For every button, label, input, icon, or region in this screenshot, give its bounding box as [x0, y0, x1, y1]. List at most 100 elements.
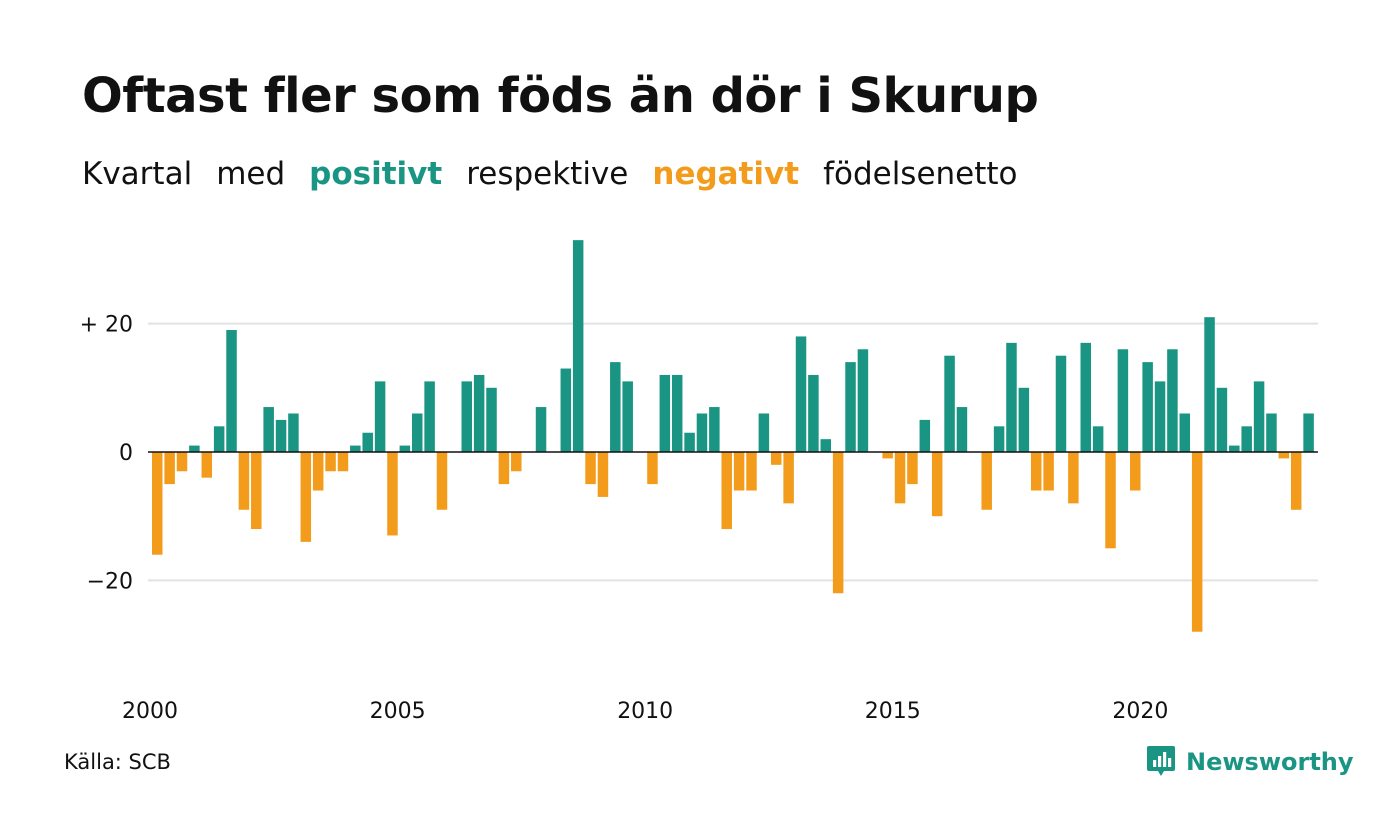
subtitle-word: födelsenetto	[823, 156, 1018, 192]
bar	[944, 355, 955, 452]
bar	[597, 452, 609, 497]
bar	[845, 362, 856, 452]
bar	[894, 452, 906, 504]
bar	[1266, 413, 1277, 452]
y-tick-label: + 20	[80, 313, 133, 338]
bar	[1030, 452, 1042, 491]
bar	[771, 452, 782, 465]
bar	[832, 452, 844, 594]
bar	[337, 452, 349, 472]
bar	[783, 452, 794, 504]
bar	[671, 374, 683, 452]
bar	[288, 413, 299, 452]
bar	[610, 362, 621, 452]
bar	[387, 452, 398, 536]
bar	[931, 452, 943, 517]
y-tick-label: −20	[87, 569, 133, 594]
source-label: Källa: SCB	[64, 750, 171, 774]
bar	[981, 452, 992, 510]
bar	[1130, 452, 1141, 491]
bar	[226, 330, 237, 452]
subtitle-negative-label: negativt	[652, 156, 800, 192]
bar	[1303, 413, 1314, 452]
bar	[1241, 426, 1252, 452]
bar	[251, 452, 262, 530]
subtitle-positive-label: positivt	[309, 156, 443, 192]
x-tick-label: 2020	[1112, 699, 1168, 724]
bar	[312, 452, 324, 491]
bar	[374, 381, 386, 452]
bar	[1216, 387, 1228, 452]
bar	[300, 452, 312, 542]
bar	[511, 452, 522, 472]
bar	[1006, 342, 1017, 452]
bar	[907, 452, 918, 485]
bar	[1278, 452, 1290, 459]
subtitle-word: med	[216, 156, 286, 192]
bar	[721, 452, 732, 530]
bar	[746, 452, 757, 491]
bar	[1290, 452, 1302, 510]
y-tick-label: 0	[119, 441, 133, 466]
bar	[201, 452, 213, 478]
bar	[1055, 355, 1067, 452]
bar	[709, 407, 720, 452]
bar	[1043, 452, 1054, 491]
bar	[436, 452, 448, 510]
x-tick-label: 2010	[617, 699, 673, 724]
bar	[275, 419, 287, 452]
bar	[362, 432, 373, 452]
bar-chart-icon	[1147, 746, 1175, 776]
bar	[622, 381, 633, 452]
bar	[164, 452, 175, 485]
bar	[1154, 381, 1166, 452]
bar	[808, 374, 819, 452]
bar	[461, 381, 472, 452]
bar	[919, 419, 931, 452]
bar	[758, 413, 770, 452]
bar	[498, 452, 510, 485]
bar	[1018, 387, 1030, 452]
bar	[993, 426, 1005, 452]
bar	[350, 445, 361, 452]
bar	[1068, 452, 1079, 504]
x-tick-label: 2015	[865, 699, 921, 724]
bar	[956, 407, 968, 452]
chart-subtitle: Kvartal med positivt respektive negativt föde…	[82, 156, 1042, 192]
bar	[1117, 349, 1129, 452]
bar	[795, 336, 807, 452]
subtitle-word: Kvartal	[82, 156, 193, 192]
bar	[560, 368, 572, 452]
bar	[1253, 381, 1265, 452]
bar	[486, 387, 497, 452]
bar	[263, 407, 274, 452]
bar	[238, 452, 250, 510]
bar	[473, 374, 485, 452]
bar	[572, 240, 584, 452]
bar	[1092, 426, 1104, 452]
bar	[1229, 445, 1240, 452]
subtitle-word: respektive	[466, 156, 629, 192]
x-tick-label: 2005	[370, 699, 426, 724]
bar	[696, 413, 708, 452]
bar	[1191, 452, 1203, 632]
bar	[857, 349, 869, 452]
chart-title: Oftast fler som föds än dör i Skurup	[82, 68, 1039, 124]
bar	[1167, 349, 1178, 452]
bar	[1080, 342, 1091, 452]
bar	[1142, 362, 1153, 452]
bar	[411, 413, 423, 452]
bar	[684, 432, 695, 452]
bar	[325, 452, 336, 472]
bar	[189, 445, 200, 452]
newsworthy-logo: Newsworthy	[1146, 744, 1354, 780]
bar	[882, 452, 893, 459]
bar	[1179, 413, 1191, 452]
bar	[176, 452, 188, 472]
bar	[733, 452, 745, 491]
bar	[647, 452, 658, 485]
brand-name: Newsworthy	[1186, 748, 1354, 776]
bar	[213, 426, 225, 452]
bar	[585, 452, 596, 485]
